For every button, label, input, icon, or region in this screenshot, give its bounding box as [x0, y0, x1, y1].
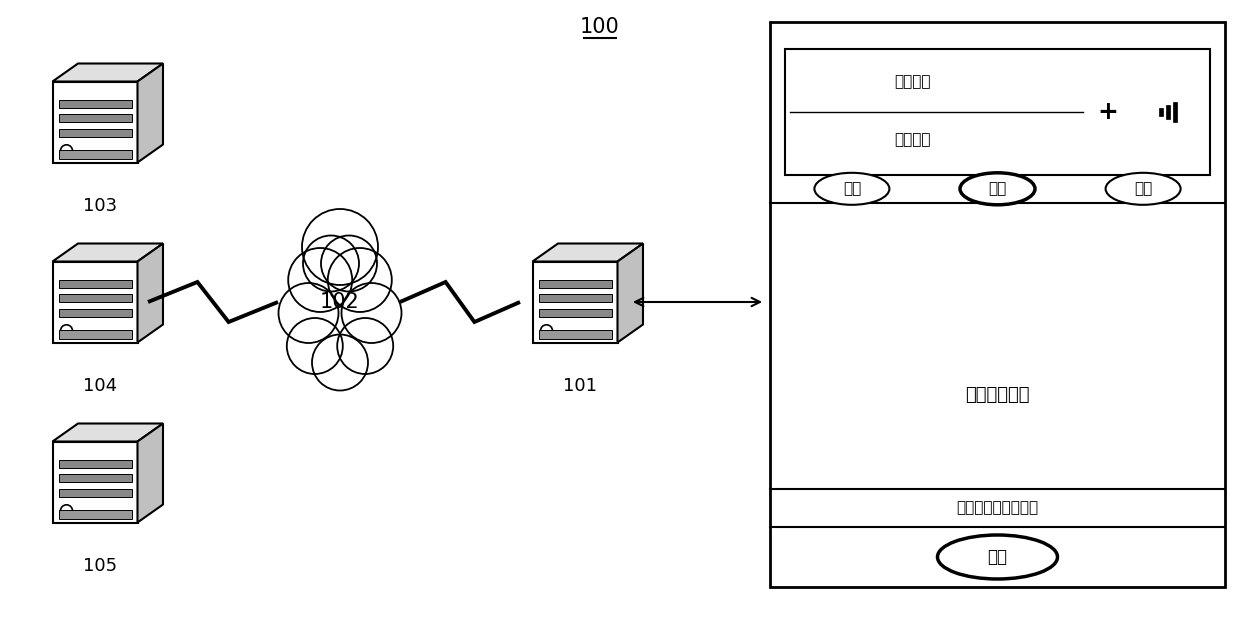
- Text: 导航: 导航: [987, 548, 1007, 566]
- Bar: [538, 294, 611, 302]
- Text: 地图展示界面: 地图展示界面: [965, 386, 1029, 404]
- Polygon shape: [52, 261, 138, 343]
- Circle shape: [327, 248, 392, 312]
- Text: 103: 103: [83, 197, 117, 215]
- Circle shape: [61, 325, 72, 337]
- Bar: [770, 22, 1225, 587]
- Polygon shape: [138, 63, 162, 162]
- Bar: [1166, 105, 1169, 119]
- Circle shape: [61, 145, 72, 157]
- Bar: [58, 280, 131, 288]
- Text: 第一位置: 第一位置: [894, 74, 931, 89]
- Bar: [58, 460, 131, 468]
- Bar: [538, 330, 611, 338]
- Bar: [58, 309, 131, 317]
- Polygon shape: [532, 243, 644, 261]
- Text: 步行: 步行: [1133, 181, 1152, 197]
- Ellipse shape: [937, 535, 1058, 579]
- Circle shape: [303, 209, 378, 285]
- Polygon shape: [52, 424, 162, 442]
- Bar: [58, 489, 131, 497]
- Bar: [538, 280, 611, 288]
- Bar: [538, 309, 611, 317]
- Circle shape: [312, 335, 368, 391]
- Bar: [58, 294, 131, 302]
- Bar: [58, 113, 131, 121]
- Bar: [58, 129, 131, 137]
- Ellipse shape: [815, 173, 889, 205]
- Polygon shape: [52, 81, 138, 162]
- Polygon shape: [52, 243, 162, 261]
- Bar: [785, 49, 1210, 175]
- Polygon shape: [138, 243, 162, 343]
- Bar: [58, 473, 131, 481]
- Bar: [58, 100, 131, 108]
- Polygon shape: [618, 243, 644, 343]
- Circle shape: [341, 283, 402, 343]
- Circle shape: [61, 505, 72, 517]
- Text: 104: 104: [83, 377, 117, 395]
- Circle shape: [321, 236, 377, 292]
- Text: 骑行: 骑行: [843, 181, 861, 197]
- Text: 105: 105: [83, 557, 117, 575]
- Text: 驾车: 驾车: [988, 181, 1007, 197]
- Text: 目标位置: 目标位置: [894, 132, 931, 147]
- Circle shape: [279, 283, 339, 343]
- Bar: [58, 509, 131, 519]
- Polygon shape: [532, 261, 618, 343]
- Text: +: +: [1097, 100, 1118, 124]
- Bar: [1158, 108, 1163, 116]
- Text: 101: 101: [563, 377, 596, 395]
- Circle shape: [541, 325, 553, 337]
- Bar: [58, 149, 131, 159]
- Polygon shape: [295, 252, 384, 352]
- Ellipse shape: [1106, 173, 1180, 205]
- Circle shape: [337, 318, 393, 374]
- Polygon shape: [52, 63, 162, 81]
- Polygon shape: [138, 424, 162, 522]
- Bar: [1173, 102, 1177, 122]
- Circle shape: [286, 318, 342, 374]
- Circle shape: [303, 236, 360, 292]
- Text: 候选驾驶路径明细框: 候选驾驶路径明细框: [956, 501, 1039, 516]
- Bar: [58, 330, 131, 338]
- Ellipse shape: [960, 173, 1035, 205]
- Text: 100: 100: [580, 17, 620, 37]
- Circle shape: [288, 248, 352, 312]
- Polygon shape: [52, 442, 138, 522]
- Text: 102: 102: [320, 292, 360, 312]
